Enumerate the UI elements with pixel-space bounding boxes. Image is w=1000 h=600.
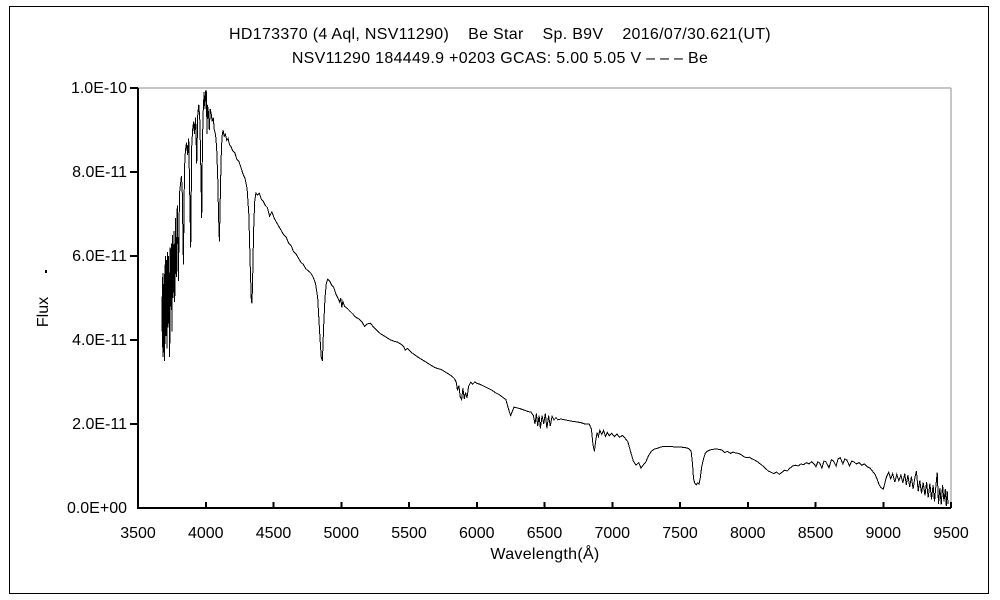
x-axis-label: Wavelength(Å) (490, 546, 600, 563)
y-tick-label: 0.0E+00 (67, 500, 127, 517)
x-tick-label: 4500 (256, 525, 292, 542)
x-tick-label: 9500 (933, 525, 969, 542)
y-axis-stray-dot (45, 270, 47, 273)
x-tick-label: 8500 (798, 525, 834, 542)
x-tick-label: 3500 (120, 525, 156, 542)
x-tick-label: 6500 (527, 525, 563, 542)
x-tick-label: 8000 (730, 525, 766, 542)
x-tick-label: 5500 (391, 525, 427, 542)
x-tick-label: 5000 (323, 525, 359, 542)
x-tick-label: 7500 (662, 525, 698, 542)
spectrum-line (161, 89, 949, 506)
y-tick-label: 6.0E-11 (72, 248, 127, 265)
x-tick-label: 7000 (594, 525, 630, 542)
y-tick-label: 4.0E-11 (72, 332, 127, 349)
y-axis-label: Flux (35, 296, 52, 328)
x-tick-label: 4000 (188, 525, 224, 542)
y-tick-label: 1.0E-10 (71, 80, 127, 97)
x-tick-label: 6000 (459, 525, 495, 542)
y-tick-label: 8.0E-11 (72, 164, 127, 181)
x-tick-label: 9000 (865, 525, 901, 542)
chart-subtitle: NSV11290 184449.9 +0203 GCAS: 5.00 5.05 … (291, 50, 709, 67)
y-tick-label: 2.0E-11 (72, 416, 127, 433)
chart-title: HD173370 (4 Aql, NSV11290) Be Star Sp. B… (229, 26, 771, 43)
